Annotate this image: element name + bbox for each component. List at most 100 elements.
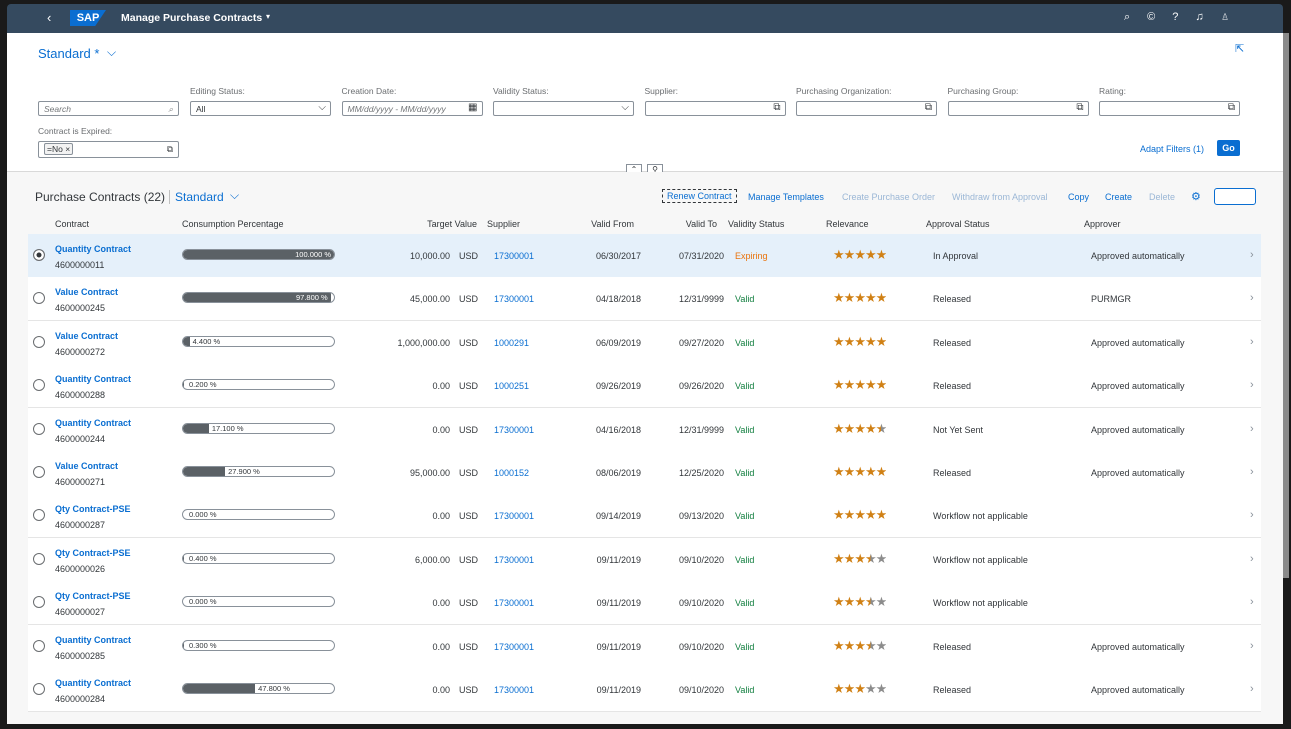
logo[interactable]: SAP: [70, 10, 106, 26]
row-navigation[interactable]: ›: [1250, 335, 1254, 348]
supplier[interactable]: 17300001: [494, 685, 535, 695]
row-navigation[interactable]: ›: [1250, 249, 1254, 261]
supplier[interactable]: 17300001: [494, 424, 535, 435]
star: ★: [833, 377, 845, 393]
value-help[interactable]: ⌵: [318, 102, 326, 113]
supplier[interactable]: 1000251: [494, 381, 530, 392]
filter-input[interactable]: ⧉: [947, 101, 1089, 116]
table-row[interactable]: Qty Contract-PSE 4600000027 0.000 % 0.00 USD…: [28, 581, 1261, 626]
filter-input[interactable]: ⧉: [1099, 101, 1240, 116]
table-row[interactable]: Value Contract 4600000245 97.800 % 45,000.0…: [28, 277, 1261, 322]
row-navigation[interactable]: ›: [1250, 509, 1254, 522]
contract-type[interactable]: Value Contract: [55, 330, 119, 341]
export-button[interactable]: [1214, 188, 1256, 205]
supplier[interactable]: 1000152: [494, 468, 530, 478]
search-field[interactable]: Search ⌕: [38, 101, 179, 116]
row-navigation[interactable]: ›: [1250, 292, 1254, 305]
radio[interactable]: [33, 379, 45, 392]
radio[interactable]: [33, 683, 45, 695]
row-navigation[interactable]: ›: [1250, 422, 1254, 435]
table-row[interactable]: Value Contract 4600000272 4.400 % 1,000,000…: [28, 320, 1261, 365]
column-header: Approver: [1084, 219, 1121, 229]
contract-type[interactable]: Quantity Contract: [55, 417, 132, 428]
row-navigation[interactable]: ›: [1250, 552, 1254, 565]
table-row[interactable]: Quantity Contract 4600000284 47.800 % 0.00 U…: [28, 668, 1261, 712]
valid-to: 12/31/9999: [678, 424, 724, 435]
value-help[interactable]: ⧉: [924, 102, 932, 113]
row-navigation[interactable]: ›: [1250, 379, 1254, 392]
filter-input[interactable]: ⌵: [493, 101, 634, 116]
supplier[interactable]: 17300001: [494, 511, 535, 522]
contract-type[interactable]: Value Contract: [55, 287, 119, 298]
share[interactable]: ⇱: [1235, 43, 1245, 55]
radio[interactable]: [33, 249, 45, 261]
table-row[interactable]: Quantity Contract 4600000288 0.200 % 0.00 US…: [28, 364, 1261, 409]
row-navigation[interactable]: ›: [1250, 596, 1254, 609]
filter-input[interactable]: All ⌵: [190, 101, 331, 116]
contract-type[interactable]: Quantity Contract: [55, 374, 132, 385]
toolbar-button[interactable]: Withdraw from Approval: [952, 192, 1048, 202]
variant-arrow[interactable]: ⌵: [230, 188, 240, 202]
contract-type[interactable]: Qty Contract-PSE: [55, 591, 131, 602]
contract-type[interactable]: Qty Contract-PSE: [55, 504, 131, 515]
supplier[interactable]: 17300001: [494, 641, 535, 652]
back-button[interactable]: ‹: [47, 10, 52, 25]
supplier[interactable]: 17300001: [494, 251, 535, 261]
radio[interactable]: [33, 292, 45, 305]
value-help[interactable]: ⧉: [773, 102, 781, 113]
toolbar-button[interactable]: Renew Contract: [662, 189, 737, 203]
value-help[interactable]: ⧉: [1227, 102, 1235, 113]
go-button[interactable]: Go: [1217, 140, 1240, 156]
search-icon[interactable]: ⌕: [168, 104, 173, 114]
contract-type[interactable]: Qty Contract-PSE: [55, 547, 131, 558]
toolbar-button[interactable]: Copy: [1068, 192, 1090, 202]
settings[interactable]: ⚙: [1191, 191, 1201, 203]
radio[interactable]: [33, 466, 45, 478]
filter-input[interactable]: MM/dd/yyyy - MM/dd/yyyy ▦: [341, 101, 483, 116]
value-help[interactable]: ▦: [468, 102, 478, 113]
filter-input[interactable]: ⧉: [644, 101, 786, 116]
value-help[interactable]: ⧉: [166, 144, 173, 154]
supplier[interactable]: 17300001: [494, 554, 535, 565]
table-row[interactable]: Quantity Contract 4600000285 0.300 % 0.00 US…: [28, 624, 1261, 669]
value-help[interactable]: ⧉: [1076, 102, 1084, 113]
supplier[interactable]: 17300001: [494, 294, 535, 305]
expired-field[interactable]: =No × ⧉: [38, 141, 179, 158]
table-row[interactable]: Quantity Contract 4600000244 17.100 % 0.00 U…: [28, 407, 1261, 452]
radio[interactable]: [33, 422, 45, 435]
app-title[interactable]: Manage Purchase Contracts: [121, 12, 263, 24]
shell-icons[interactable]: ⌕©?♫♙: [1124, 11, 1247, 23]
toolbar-button[interactable]: Create Purchase Order: [842, 192, 936, 202]
radio[interactable]: [33, 509, 45, 522]
row-navigation[interactable]: ›: [1250, 466, 1254, 478]
contract-type[interactable]: Quantity Contract: [55, 634, 132, 645]
row-navigation[interactable]: ›: [1250, 683, 1254, 695]
adapt-filters[interactable]: Adapt Filters (1): [1140, 144, 1205, 154]
toolbar-button[interactable]: Create: [1105, 192, 1133, 202]
row-navigation[interactable]: ›: [1250, 639, 1254, 652]
radio[interactable]: [33, 596, 45, 609]
validity-status: Expiring: [735, 251, 768, 261]
filter-input[interactable]: ⧉: [796, 101, 937, 116]
toolbar-button[interactable]: Delete: [1149, 192, 1176, 202]
table-row[interactable]: Qty Contract-PSE 4600000026 0.400 % 6,000.0…: [28, 537, 1261, 582]
contract-type[interactable]: Quantity Contract: [55, 678, 132, 688]
table-row[interactable]: Qty Contract-PSE 4600000287 0.000 % 0.00 USD…: [28, 494, 1261, 539]
token[interactable]: =No ×: [44, 143, 74, 155]
supplier[interactable]: 17300001: [494, 598, 535, 609]
title-menu[interactable]: ▾: [266, 12, 271, 21]
radio[interactable]: [33, 335, 45, 348]
variant-arrow[interactable]: ⌵: [107, 45, 117, 59]
value-help[interactable]: ⌵: [621, 102, 629, 113]
radio[interactable]: [33, 552, 45, 565]
table-variant[interactable]: Standard: [175, 190, 224, 204]
radio[interactable]: [33, 639, 45, 652]
supplier[interactable]: 1000291: [494, 337, 530, 348]
table-row[interactable]: Value Contract 4600000271 27.900 % 95,000.0…: [28, 451, 1261, 495]
contract-type[interactable]: Quantity Contract: [55, 244, 132, 254]
table-row[interactable]: Quantity Contract 4600000011 100.000 % 10,0…: [28, 234, 1261, 278]
toolbar-button[interactable]: Manage Templates: [748, 192, 824, 202]
contract-type[interactable]: Value Contract: [55, 461, 119, 471]
variant[interactable]: Standard *: [38, 46, 100, 61]
scrollbar[interactable]: [1283, 33, 1289, 578]
